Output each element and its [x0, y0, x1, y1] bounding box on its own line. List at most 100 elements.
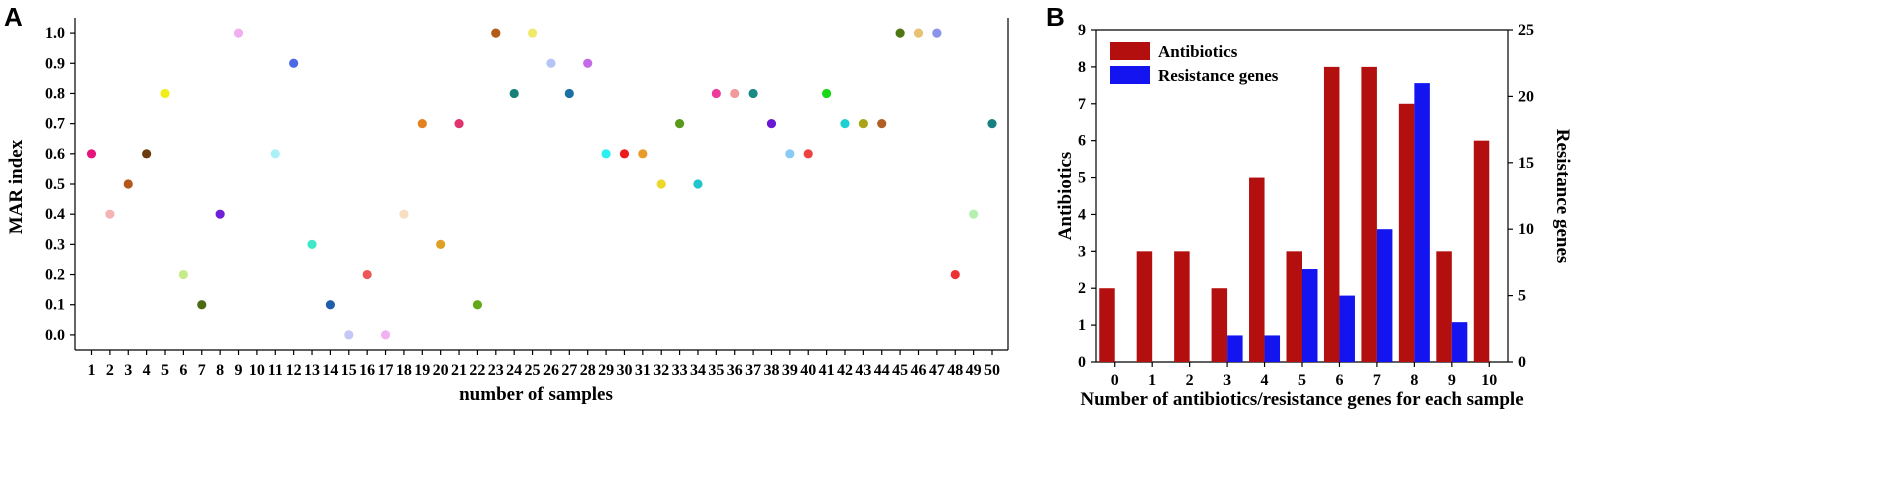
left-tick-label: 7	[1078, 96, 1086, 113]
data-point	[932, 28, 942, 38]
left-tick-label: 9	[1078, 22, 1086, 39]
x-tick-label: 7	[1373, 372, 1381, 389]
data-point	[674, 119, 685, 129]
bar-antibiotics	[1436, 251, 1452, 362]
x-tick-label: 49	[966, 362, 982, 379]
data-point	[142, 149, 152, 159]
data-point	[730, 88, 740, 99]
x-tick-label: 15	[341, 362, 357, 379]
x-tick-label: 33	[672, 362, 688, 379]
bar-antibiotics	[1136, 251, 1153, 362]
x-tick-label: 19	[414, 362, 430, 379]
data-point	[491, 28, 501, 38]
data-point	[748, 88, 758, 99]
panel-a-points	[86, 28, 997, 340]
panel-b-right-axis-title: Resistance genes	[1552, 129, 1573, 264]
x-tick-label: 23	[488, 362, 504, 379]
right-tick-label: 5	[1518, 288, 1526, 305]
y-tick-label: 0.3	[45, 236, 65, 253]
x-tick-label: 1	[1148, 372, 1156, 389]
data-point	[766, 119, 777, 129]
legend-label-antibiotics: Antibiotics	[1158, 42, 1238, 61]
data-point	[656, 179, 666, 189]
x-tick-label: 28	[580, 362, 596, 379]
data-point	[711, 88, 721, 99]
bar-antibiotics	[1361, 66, 1377, 362]
x-tick-label: 5	[1298, 372, 1306, 389]
y-tick-label: 0.5	[45, 176, 65, 193]
data-point	[270, 149, 280, 159]
x-tick-label: 37	[745, 362, 761, 379]
x-tick-label: 50	[984, 362, 1000, 379]
data-point	[436, 239, 446, 249]
x-tick-label: 11	[268, 362, 283, 379]
x-tick-label: 36	[727, 362, 743, 379]
x-tick-label: 10	[1481, 372, 1497, 389]
left-tick-label: 5	[1078, 170, 1086, 187]
bar-antibiotics	[1174, 251, 1190, 362]
panel-a-x-ticks: 1 2 3 4 5 6 7 8 9 10 11 12 13 14 15 16 17 18 19 20 21 22 23 24 2…	[88, 350, 1000, 379]
x-tick-label: 35	[708, 362, 724, 379]
x-tick-label: 2	[1186, 372, 1194, 389]
data-point	[472, 300, 483, 310]
data-point	[877, 119, 887, 129]
x-tick-label: 4	[143, 362, 151, 379]
data-point	[895, 28, 905, 38]
x-tick-label: 4	[1261, 372, 1269, 389]
data-point	[840, 119, 850, 129]
x-tick-label: 18	[396, 362, 412, 379]
y-tick-label: 1.0	[45, 25, 65, 42]
bar-antibiotics	[1249, 177, 1265, 362]
data-point	[969, 209, 979, 219]
x-tick-label: 9	[1448, 372, 1456, 389]
data-point	[362, 269, 372, 280]
legend-label-resistance-genes: Resistance genes	[1158, 66, 1279, 85]
bar-antibiotics	[1286, 251, 1302, 362]
data-point	[913, 28, 924, 38]
y-tick-label: 0.6	[45, 146, 65, 163]
x-tick-label: 0	[1111, 372, 1119, 389]
bar-resistance-genes	[1302, 269, 1318, 362]
left-tick-label: 8	[1078, 59, 1086, 76]
left-tick-label: 3	[1078, 243, 1086, 260]
data-point	[803, 149, 813, 159]
x-tick-label: 7	[198, 362, 206, 379]
x-tick-label: 29	[598, 362, 614, 379]
y-tick-label: 0.0	[45, 327, 65, 344]
x-tick-label: 43	[855, 362, 871, 379]
bar-resistance-genes	[1414, 83, 1430, 363]
data-point	[822, 88, 832, 99]
bar-antibiotics	[1323, 66, 1340, 362]
x-tick-label: 26	[543, 362, 559, 379]
left-tick-label: 1	[1078, 317, 1086, 334]
data-point	[638, 149, 648, 159]
data-point	[546, 58, 556, 68]
bar-resistance-genes	[1451, 322, 1468, 362]
data-point	[564, 88, 574, 99]
legend-swatch-resistance-genes	[1110, 66, 1150, 84]
x-tick-label: 45	[892, 362, 908, 379]
x-tick-label: 47	[929, 362, 945, 379]
x-tick-label: 34	[690, 362, 706, 379]
data-point	[197, 300, 207, 310]
left-tick-label: 4	[1078, 206, 1086, 223]
data-point	[344, 330, 354, 340]
x-tick-label: 21	[451, 362, 467, 379]
y-tick-label: 0.1	[45, 297, 65, 314]
data-point	[160, 88, 170, 99]
data-point	[527, 28, 538, 38]
y-tick-label: 0.8	[45, 85, 65, 102]
data-point	[858, 119, 868, 129]
right-tick-label: 10	[1518, 221, 1534, 238]
data-point	[454, 119, 464, 129]
data-point	[105, 209, 115, 219]
x-tick-label: 13	[304, 362, 320, 379]
panel-b-legend: Antibiotics Resistance genes	[1110, 42, 1279, 85]
panel-a-y-axis-title: MAR index	[6, 139, 27, 234]
data-point	[215, 209, 225, 219]
x-tick-label: 25	[525, 362, 541, 379]
x-tick-label: 42	[837, 362, 853, 379]
panel-b-x-ticks: 0 1 2 3 4 5 6 7 8 9 10	[1111, 362, 1497, 389]
bar-resistance-genes	[1227, 335, 1243, 362]
